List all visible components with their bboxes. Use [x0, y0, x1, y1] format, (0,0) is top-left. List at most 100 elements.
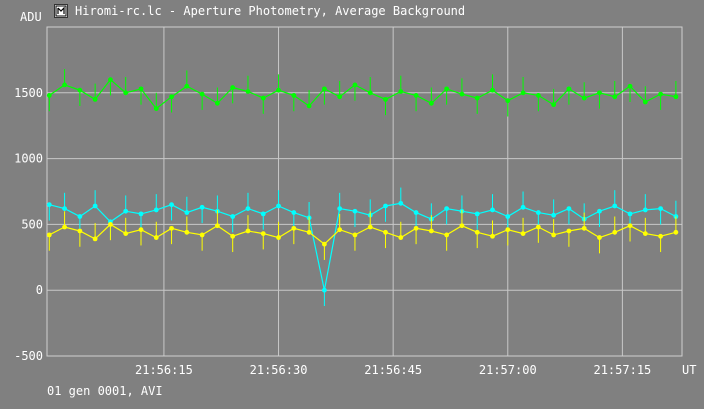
data-point — [520, 231, 526, 237]
data-point — [215, 100, 220, 106]
data-point — [597, 90, 602, 96]
data-point — [673, 94, 679, 100]
series-1 — [46, 69, 679, 117]
data-point — [413, 210, 419, 215]
aperture-app-icon[interactable] — [54, 4, 68, 18]
data-point — [581, 225, 587, 231]
data-point — [291, 93, 297, 98]
data-point — [337, 206, 343, 212]
data-point — [398, 200, 404, 206]
data-point — [276, 203, 281, 209]
data-point — [291, 210, 297, 215]
y-tick-label: 1500 — [14, 86, 43, 100]
data-point — [581, 95, 587, 101]
data-point — [383, 203, 388, 209]
data-point — [642, 99, 648, 105]
data-point — [367, 224, 373, 230]
data-point — [276, 87, 281, 93]
data-point — [612, 94, 618, 100]
data-point — [658, 233, 664, 239]
data-point — [199, 232, 205, 238]
data-point — [459, 223, 465, 229]
data-point — [77, 214, 83, 219]
data-point — [490, 87, 495, 93]
data-point — [123, 208, 129, 214]
data-point — [169, 225, 174, 231]
data-point — [245, 206, 251, 212]
series-layer — [46, 69, 679, 306]
data-point — [474, 95, 480, 101]
data-point — [658, 91, 664, 97]
data-point — [535, 224, 541, 230]
data-point — [627, 83, 633, 89]
data-point — [153, 207, 159, 213]
data-point — [138, 227, 144, 233]
data-point — [551, 102, 557, 108]
data-point — [184, 83, 190, 89]
data-point — [398, 89, 404, 94]
data-point — [108, 222, 113, 227]
data-point — [352, 232, 358, 238]
status-date-format: 01 gen 0001, AVI — [47, 384, 163, 398]
data-point — [169, 202, 174, 208]
data-point — [566, 206, 572, 212]
data-point — [77, 228, 83, 234]
data-point — [505, 227, 511, 233]
data-point — [321, 86, 327, 92]
data-point — [505, 98, 511, 104]
data-point — [199, 91, 205, 97]
data-point — [245, 89, 251, 94]
y-tick-label: -500 — [14, 349, 43, 363]
data-point — [260, 211, 266, 217]
data-point — [123, 90, 129, 96]
data-point — [169, 94, 174, 100]
data-point — [490, 233, 495, 239]
series-2 — [46, 187, 679, 306]
data-point — [123, 231, 129, 237]
x-tick-label: 21:56:15 — [135, 363, 193, 377]
data-point — [658, 206, 664, 212]
data-point — [428, 228, 434, 234]
data-point — [444, 206, 450, 212]
data-point — [642, 231, 648, 237]
data-point — [306, 229, 312, 235]
data-point — [413, 225, 419, 231]
data-point — [138, 211, 144, 217]
data-point — [627, 223, 633, 229]
data-point — [92, 96, 98, 102]
data-point — [184, 229, 190, 235]
data-point — [321, 241, 327, 247]
data-point — [230, 214, 236, 219]
title-bar[interactable]: Hiromi-rc.lc - Aperture Photometry, Aver… — [0, 0, 704, 24]
y-tick-label: 500 — [21, 217, 43, 231]
data-point — [383, 229, 388, 235]
data-point — [352, 208, 358, 214]
data-point — [505, 214, 511, 219]
data-point — [138, 86, 144, 92]
data-point — [428, 100, 434, 106]
series-line — [49, 223, 677, 245]
data-point — [535, 93, 541, 98]
x-tick-label: 21:57:15 — [593, 363, 651, 377]
plot-axes — [46, 26, 683, 357]
data-point — [612, 229, 618, 235]
data-point — [276, 235, 281, 240]
data-point — [92, 203, 98, 209]
y-tick-label: 1000 — [14, 152, 43, 166]
data-point — [642, 207, 648, 213]
data-point — [184, 210, 190, 215]
data-point — [383, 96, 388, 102]
data-point — [398, 235, 404, 240]
data-point — [306, 103, 312, 109]
data-point — [245, 228, 251, 234]
data-point — [612, 203, 618, 209]
y-tick-label: 0 — [36, 283, 43, 297]
data-point — [337, 94, 343, 100]
data-point — [474, 211, 480, 217]
data-point — [77, 87, 83, 93]
data-point — [46, 93, 52, 98]
x-axis-label: UT — [682, 363, 696, 377]
data-point — [230, 85, 236, 90]
y-axis-label: ADU — [20, 10, 42, 24]
